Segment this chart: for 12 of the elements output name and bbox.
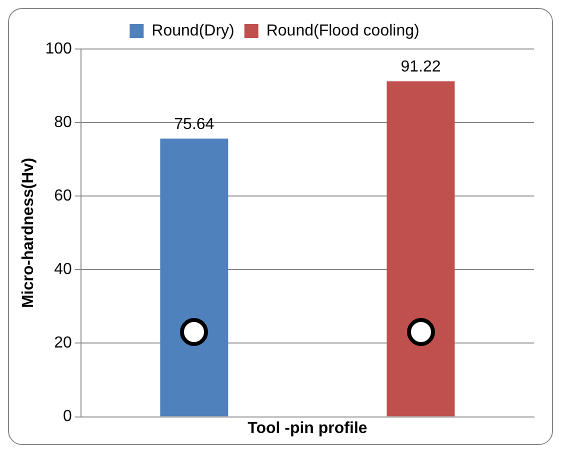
y-tick-label: 80 [54,114,72,131]
legend-label: Round(Dry) [152,22,234,40]
y-tick-label: 20 [54,334,72,352]
data-label: 91.22 [400,58,441,76]
data-label: 75.64 [174,116,214,133]
y-tick-label: 40 [54,261,72,278]
y-axis-title: Micro-hardness(Hv) [20,158,38,308]
y-tick-label: 60 [54,188,72,205]
y-tick-label: 0 [62,408,72,426]
x-axis-title: Tool -pin profile [248,420,368,437]
y-tick-label: 100 [45,40,72,58]
legend-label: Round(Flood cooling) [266,22,420,40]
